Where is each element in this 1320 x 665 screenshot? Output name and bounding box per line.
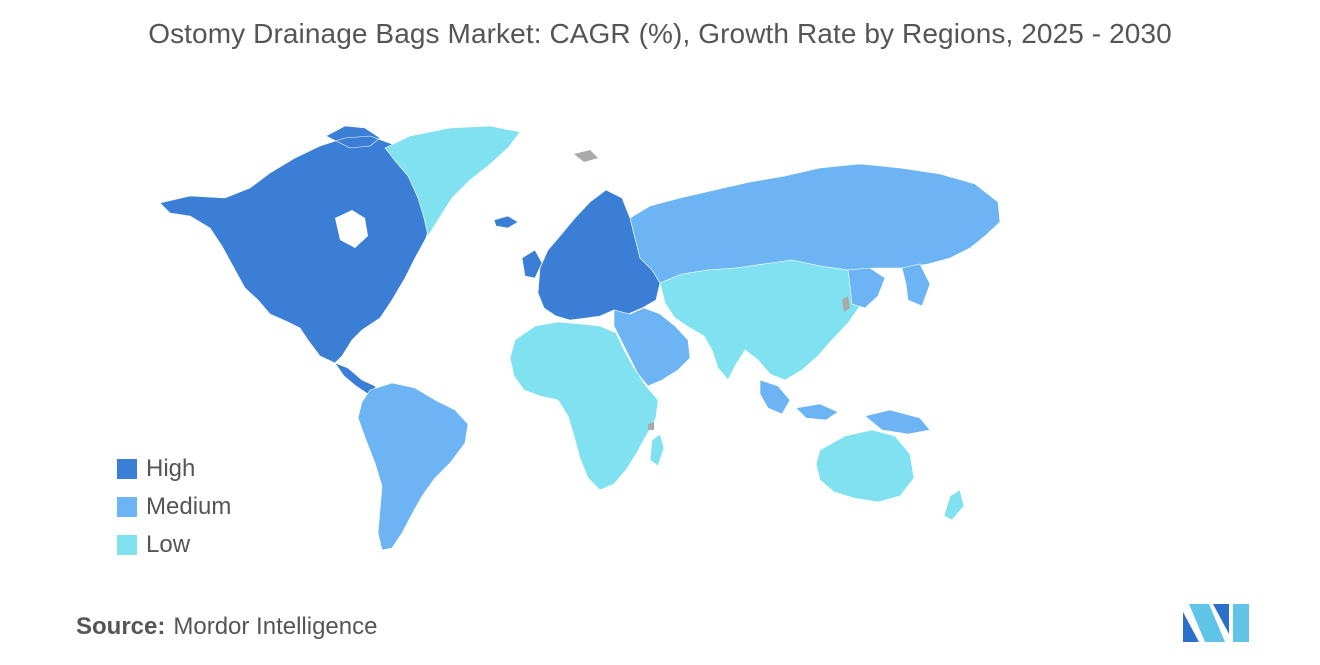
legend-swatch-high <box>117 459 137 479</box>
legend-item-medium: Medium <box>117 488 231 526</box>
region-north-america <box>159 125 436 364</box>
world-map <box>159 125 1001 551</box>
hudson-bay <box>335 210 368 248</box>
legend-label-medium: Medium <box>146 493 232 520</box>
no-data-svalbard <box>574 150 598 162</box>
legend-item-high: High <box>117 450 231 488</box>
region-asia <box>659 259 866 381</box>
region-middle-east <box>613 307 691 387</box>
region-greenland <box>384 125 521 237</box>
legend-label-low: Low <box>146 531 191 558</box>
region-southeast-asia <box>759 379 931 435</box>
region-south-america <box>357 382 469 551</box>
region-japan <box>847 263 931 309</box>
source-line: Source: Mordor Intelligence <box>76 613 377 641</box>
legend-label-high: High <box>146 455 196 482</box>
no-data-korea <box>842 296 850 312</box>
legend-swatch-low <box>117 535 137 555</box>
legend-item-low: Low <box>117 526 231 564</box>
mordor-logo-icon <box>1183 604 1249 642</box>
region-madagascar <box>649 433 665 467</box>
region-iceland <box>493 215 519 229</box>
source-value: Mordor Intelligence <box>173 613 378 640</box>
source-label: Source: <box>76 613 166 640</box>
region-new-zealand <box>943 489 965 521</box>
chart-title: Ostomy Drainage Bags Market: CAGR (%), G… <box>148 18 1172 49</box>
region-australia <box>815 429 915 503</box>
region-europe <box>521 189 661 321</box>
legend-swatch-medium <box>117 497 137 517</box>
legend: High Medium Low <box>117 450 231 564</box>
region-africa <box>509 321 659 491</box>
no-data-comoros <box>648 422 654 430</box>
